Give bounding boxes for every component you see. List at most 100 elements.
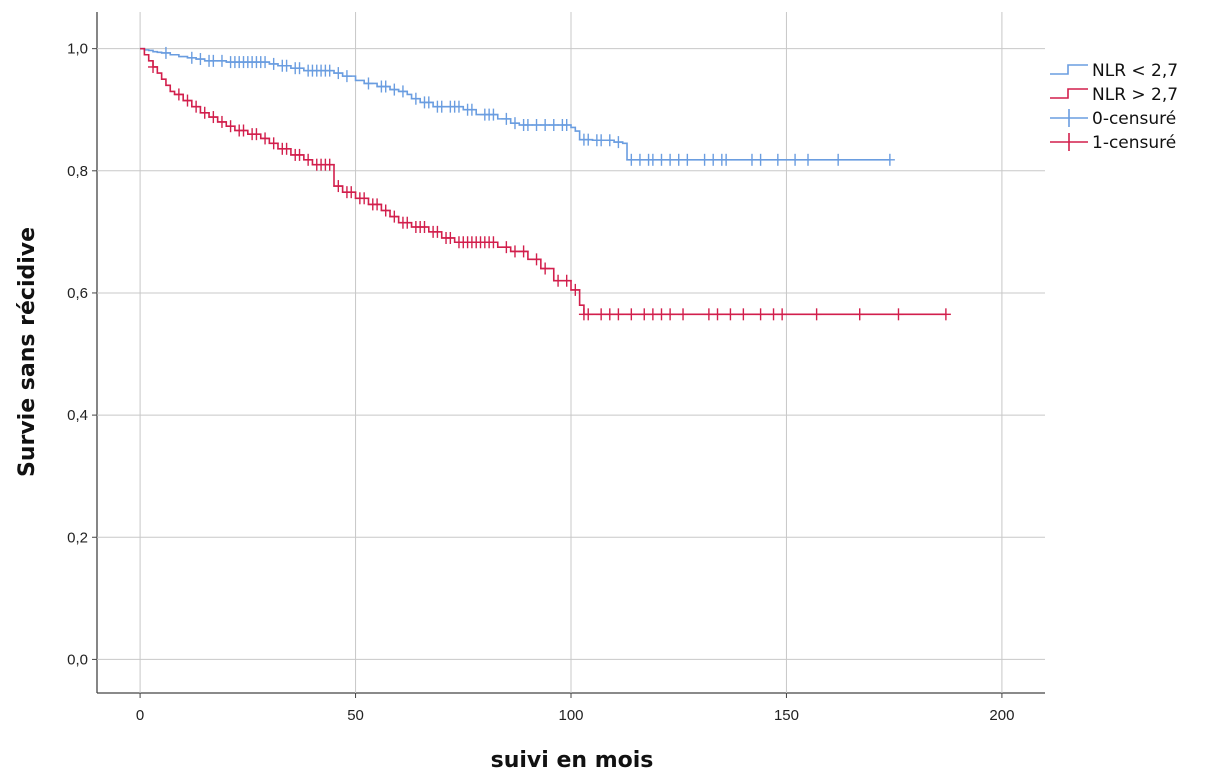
censor-mark [755, 308, 766, 321]
censor-mark [712, 308, 723, 321]
censor-mark [191, 100, 202, 113]
censor-mark [721, 153, 732, 166]
censor-mark [540, 262, 551, 275]
censor-mark [436, 100, 447, 113]
x-axis-title: suivi en mois [491, 748, 654, 772]
censor-mark [488, 236, 499, 249]
censor-mark [893, 308, 904, 321]
censor-mark [647, 153, 658, 166]
censor-mark [208, 111, 219, 124]
survival-step-line [140, 47, 946, 316]
censor-mark [509, 245, 520, 258]
legend-label: NLR > 2,7 [1092, 85, 1178, 105]
censor-mark [803, 153, 813, 166]
censor-mark [613, 136, 624, 149]
censor-mark [488, 108, 499, 121]
censor-mark [410, 92, 421, 105]
censor-mark [432, 225, 443, 238]
censor-mark [423, 96, 434, 109]
censor-mark [260, 132, 271, 145]
grid [96, 12, 1045, 694]
legend-label: 0-censuré [1092, 109, 1176, 129]
censor-mark [359, 192, 370, 205]
legend-swatch [1050, 64, 1088, 75]
censor-mark [380, 204, 391, 217]
y-axis-title: Survie sans récidive [15, 227, 40, 477]
legend: NLR < 2,7 NLR > 2,7 0-censuré 1-censuré [1050, 61, 1178, 153]
censor-mark [389, 210, 400, 223]
legend-label: NLR < 2,7 [1092, 61, 1178, 81]
censor-mark [324, 158, 335, 171]
censor-mark [570, 283, 581, 296]
censor-mark [604, 134, 615, 147]
censor-mark [583, 133, 594, 146]
censor-mark [811, 308, 822, 321]
censor-mark [561, 274, 572, 287]
censor-mark [884, 153, 895, 166]
series-0 [140, 46, 895, 166]
censor-mark [341, 70, 352, 83]
censor-mark [195, 53, 206, 66]
censor-mark [746, 153, 757, 166]
censor-mark [656, 308, 667, 321]
censor-mark [225, 120, 236, 133]
legend-item: 1-censuré [1050, 133, 1176, 153]
censor-mark [639, 308, 650, 321]
censor-mark [346, 186, 357, 199]
censor-mark [583, 308, 594, 321]
censor-mark [522, 118, 533, 131]
censor-mark [445, 231, 456, 244]
censor-mark [678, 308, 689, 321]
censor-mark [665, 308, 676, 321]
y-tick-label: 0,0 [67, 651, 88, 668]
x-tick-label: 150 [774, 707, 799, 724]
censor-mark [160, 46, 171, 59]
y-tick-label: 0,2 [67, 529, 88, 546]
censor-mark [833, 153, 844, 166]
censor-mark [501, 112, 512, 125]
censor-mark [604, 308, 615, 321]
x-tick-label: 50 [347, 707, 364, 724]
censor-mark [208, 54, 219, 67]
censor-mark [703, 308, 714, 321]
censor-mark [372, 198, 383, 211]
y-tick-label: 0,8 [67, 163, 88, 180]
censor-mark [281, 59, 292, 72]
censor-mark [531, 118, 542, 131]
censor-mark [419, 220, 430, 233]
censor-mark [324, 64, 335, 77]
censor-mark [397, 85, 408, 98]
censor-mark [268, 57, 279, 70]
censor-mark [548, 118, 559, 131]
censor-mark [199, 106, 210, 119]
censor-mark [596, 308, 607, 321]
censor-mark [501, 241, 512, 254]
censor-mark [182, 94, 193, 107]
censor-mark [518, 245, 529, 258]
censor-mark [553, 274, 564, 287]
legend-swatch [1050, 88, 1088, 99]
censor-mark [777, 308, 788, 321]
censor-mark [380, 80, 391, 93]
legend-item: 0-censuré [1050, 109, 1176, 129]
censor-mark [453, 100, 464, 113]
legend-label: 1-censuré [1092, 133, 1176, 153]
censor-mark [186, 51, 197, 64]
x-tick-label: 100 [558, 707, 583, 724]
x-axis-ticks: 0 50 100 150 200 [136, 693, 1014, 724]
censor-mark [216, 115, 227, 128]
x-tick-label: 0 [136, 707, 144, 724]
censor-mark [363, 77, 374, 90]
censor-mark [540, 118, 551, 131]
censor-mark [333, 180, 344, 193]
censor-mark [854, 308, 865, 321]
censor-mark [772, 153, 783, 166]
censor-mark [303, 153, 314, 166]
censor-mark [238, 124, 249, 137]
censor-mark [647, 308, 658, 321]
censor-mark [251, 128, 262, 141]
censor-mark [790, 153, 801, 166]
censor-mark [755, 153, 766, 166]
censor-mark [725, 308, 736, 321]
